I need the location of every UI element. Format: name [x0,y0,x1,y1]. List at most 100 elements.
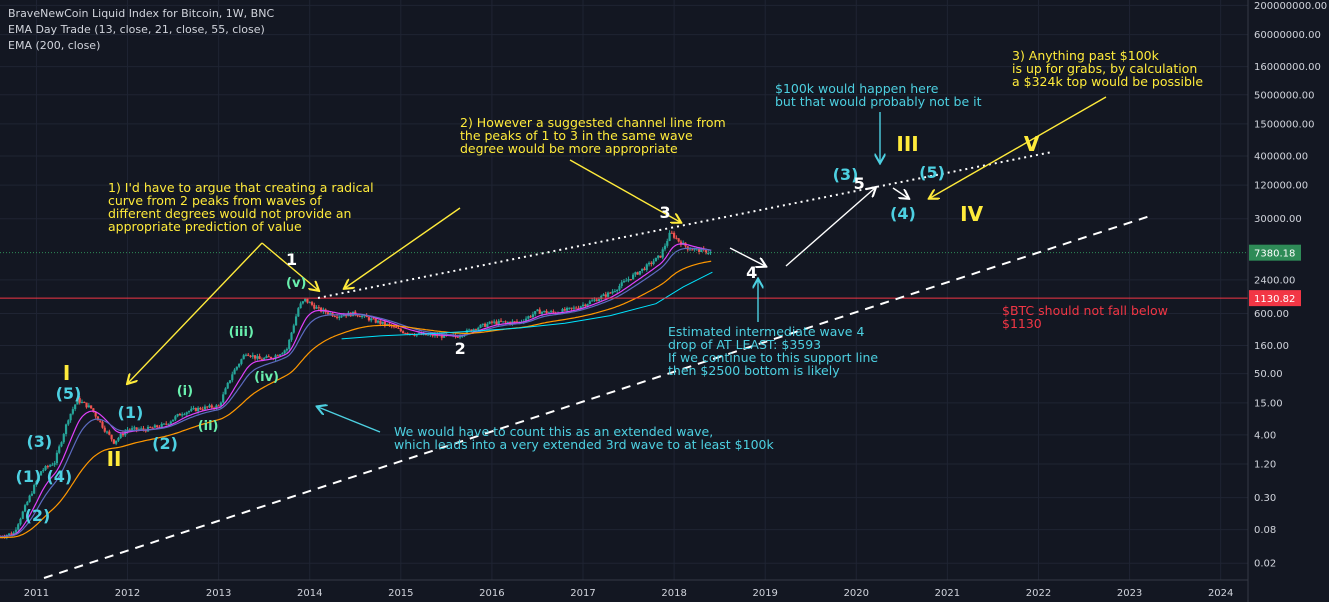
candle-body [313,304,316,309]
candle-body [547,312,550,314]
candle-body [666,240,669,246]
candle-body [215,405,218,409]
candle-body [406,333,409,335]
candle-body [108,431,111,435]
candle-body [276,355,279,357]
support-price-tag [1249,290,1301,307]
annotation-arrow [930,96,1107,198]
candle-body [470,329,473,332]
candle-body [153,425,156,428]
y-tick-label: 60000000.00 [1254,30,1321,41]
candle-body [691,249,694,251]
x-tick-label: 2015 [388,588,413,599]
candle-body [534,311,537,315]
candle-body [51,464,54,466]
candle-body [597,299,601,302]
candle-body [169,421,172,424]
candle-body [290,332,293,340]
candle-body [483,323,487,327]
candle-body [335,316,339,318]
candle-body [577,308,580,310]
candle-body [570,307,573,309]
candle-body [58,446,61,453]
candle-body [632,274,635,280]
candle-body [110,434,113,440]
annotation-100k-here: $100k would happen here but that would p… [775,81,982,109]
candle-body [693,248,696,250]
wave-label: (v) [286,275,307,291]
candle-body [568,307,571,309]
candle-body [231,374,234,381]
candle-body [652,261,655,264]
candle-body [39,471,43,476]
x-tick-label: 2024 [1208,588,1233,599]
current-price-tag [1249,244,1301,261]
candle-body [176,414,179,417]
candle-body [504,321,507,323]
candle-body [413,334,416,336]
candle-body [479,324,482,328]
candle-body [636,272,639,275]
candle-body [192,408,195,410]
annotation-arrow [785,188,875,267]
candle-body [581,304,585,307]
candle-body [151,427,154,429]
wave-label: (3) [832,165,859,185]
ema-day-trade-label: EMA Day Trade (13, close, 21, close, 55,… [8,23,265,36]
candle-body [433,334,437,337]
y-tick-label: 4.00 [1254,430,1276,441]
y-tick-label: 0.08 [1254,525,1276,536]
candle-body [474,329,478,331]
y-tick-label: 0.02 [1254,559,1276,570]
wave-label: (5) [55,383,82,403]
wave-label: III [896,132,919,157]
wave-label: (ii) [197,419,219,435]
candle-body [217,405,220,407]
y-tick-label: 400000.00 [1254,151,1308,162]
candle-body [308,302,311,304]
x-tick-label: 2020 [844,588,869,599]
candle-body [647,262,651,265]
candle-body [456,336,459,338]
y-tick-label: 600.00 [1254,309,1289,320]
candle-body [495,321,498,325]
candle-body [404,333,407,335]
candle-body [643,268,646,270]
candle-body [515,321,519,323]
candle-body [481,323,484,325]
candle-body [117,437,120,441]
candle-body [67,420,70,425]
candle-body [253,355,257,359]
candle-body [115,440,118,444]
y-tick-label: 1.20 [1254,460,1276,471]
candle-body [228,380,232,383]
overlays [0,96,1248,579]
wave-label: (3) [26,431,53,451]
candle-body [506,322,509,324]
candle-body [249,355,252,357]
candle-body [370,318,373,321]
y-tick-label: 1500000.00 [1254,119,1314,130]
y-tick-label: 120000.00 [1254,181,1308,192]
x-tick-label: 2011 [24,588,49,599]
candle-body [361,315,364,318]
candle-body [30,493,33,496]
candle-body [386,323,389,326]
y-tick-label: 200000000.00 [1254,1,1327,12]
wave-label: (iv) [254,370,279,386]
candle-body [602,294,605,297]
candle-body [94,411,97,417]
candle-body [536,309,539,312]
candle-body [670,232,673,234]
y-tick-label: 0.30 [1254,493,1276,504]
candle-body [365,315,368,318]
chart-legend: BraveNewCoin Liquid Index for Bitcoin, 1… [8,6,274,54]
candle-body [288,339,291,349]
wave-label: (2) [152,434,178,454]
candle-body [256,356,259,359]
candle-body [83,401,86,403]
annotation-past-100k: 3) Anything past $100k is up for grabs, … [1012,48,1204,89]
candle-body [613,291,616,293]
